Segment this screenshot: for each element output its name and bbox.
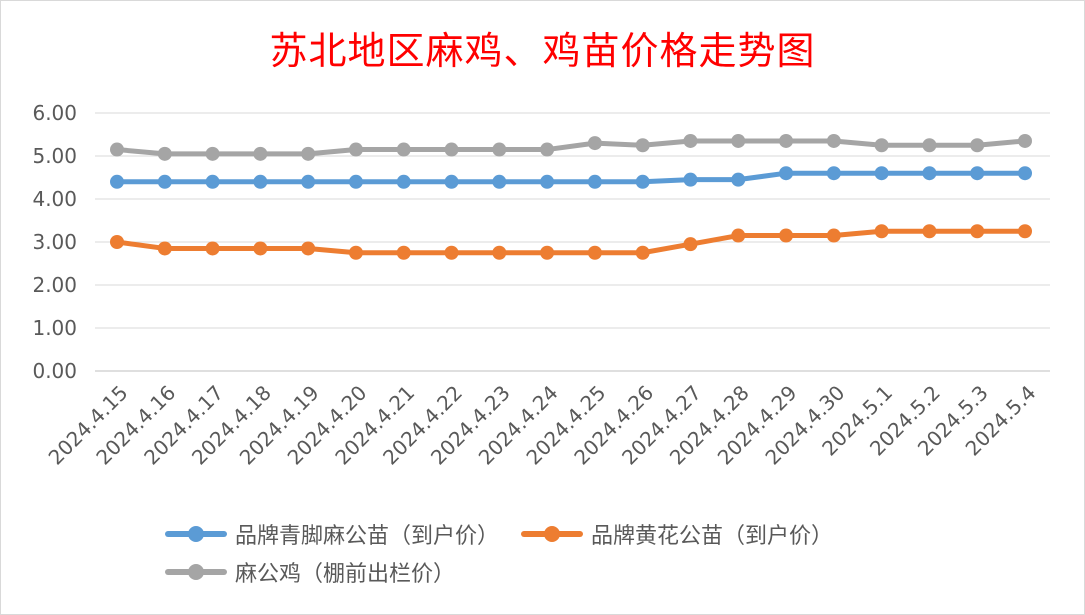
data-point (157, 174, 172, 189)
data-point (1018, 133, 1032, 148)
data-point (970, 224, 985, 239)
data-point (301, 146, 316, 161)
legend-swatch-huanghua (521, 524, 584, 544)
series-1 (110, 224, 1032, 260)
data-point (635, 174, 650, 189)
data-point (205, 241, 220, 256)
data-point (110, 142, 124, 157)
data-point (922, 224, 937, 239)
series-0 (110, 166, 1032, 189)
data-point (731, 172, 746, 187)
data-point (826, 133, 841, 148)
legend-item-huanghua: 品牌黄花公苗（到户价） (521, 518, 833, 550)
data-point (587, 174, 602, 189)
data-point (253, 174, 268, 189)
y-tick-label: 3.00 (32, 230, 77, 254)
legend: 品牌青脚麻公苗（到户价） 品牌黄花公苗（到户价） 麻公鸡（棚前出栏价） (165, 515, 925, 591)
series-2 (110, 133, 1032, 161)
data-point (587, 136, 602, 151)
data-point (157, 241, 172, 256)
legend-item-qingjiao: 品牌青脚麻公苗（到户价） (165, 518, 499, 550)
data-point (205, 174, 220, 189)
data-point (396, 174, 411, 189)
data-point (922, 166, 937, 181)
data-point (444, 174, 459, 189)
data-point (779, 228, 794, 243)
y-tick-label: 2.00 (32, 273, 77, 297)
data-point (683, 133, 698, 148)
data-point (301, 174, 316, 189)
y-tick-label: 0.00 (32, 359, 77, 383)
data-point (874, 138, 889, 153)
data-point (348, 245, 363, 260)
data-point (779, 133, 794, 148)
data-point (540, 245, 555, 260)
series-line (114, 170, 1028, 185)
data-point (348, 174, 363, 189)
data-point (492, 174, 507, 189)
data-point (444, 142, 459, 157)
data-point (253, 241, 268, 256)
data-point (540, 142, 555, 157)
series-line (114, 138, 1028, 157)
data-point (731, 228, 746, 243)
legend-label: 品牌黄花公苗（到户价） (591, 524, 834, 549)
data-point (492, 245, 507, 260)
data-point (970, 166, 985, 181)
data-point (874, 166, 889, 181)
x-axis-tick-labels: 2024.4.152024.4.162024.4.172024.4.182024… (44, 381, 1041, 470)
data-point (444, 245, 459, 260)
data-point (301, 241, 316, 256)
legend-swatch-qingjiao (165, 524, 227, 544)
data-point (1018, 166, 1032, 181)
data-point (731, 133, 746, 148)
data-point (1018, 224, 1032, 239)
data-point (970, 138, 985, 153)
chart-title: 苏北地区麻鸡、鸡苗价格走势图 (269, 29, 816, 73)
data-point (205, 146, 220, 161)
data-point (683, 172, 698, 187)
series-lines (110, 133, 1032, 260)
data-point (110, 235, 124, 249)
series-line (114, 228, 1028, 256)
data-point (874, 224, 889, 239)
data-point (635, 138, 650, 153)
y-tick-label: 4.00 (32, 187, 77, 211)
data-point (587, 245, 602, 260)
legend-item-magongji: 麻公鸡（棚前出栏价） (165, 556, 455, 588)
data-point (540, 174, 555, 189)
data-point (683, 237, 698, 252)
data-point (826, 228, 841, 243)
data-point (779, 166, 794, 181)
y-tick-label: 5.00 (32, 144, 77, 168)
y-tick-label: 1.00 (32, 316, 77, 340)
data-point (492, 142, 507, 157)
legend-label: 品牌青脚麻公苗（到户价） (235, 524, 500, 549)
data-point (348, 142, 363, 157)
data-point (253, 146, 268, 161)
data-point (110, 174, 124, 189)
y-tick-label: 6.00 (32, 101, 77, 125)
legend-swatch-magongji (165, 562, 227, 582)
data-point (157, 146, 172, 161)
data-point (826, 166, 841, 181)
data-point (635, 245, 650, 260)
data-point (922, 138, 937, 153)
data-point (396, 245, 411, 260)
y-axis-tick-labels: 0.00 1.00 2.00 3.00 4.00 5.00 6.00 (32, 101, 77, 383)
legend-label: 麻公鸡（棚前出栏价） (235, 562, 456, 587)
data-point (396, 142, 411, 157)
